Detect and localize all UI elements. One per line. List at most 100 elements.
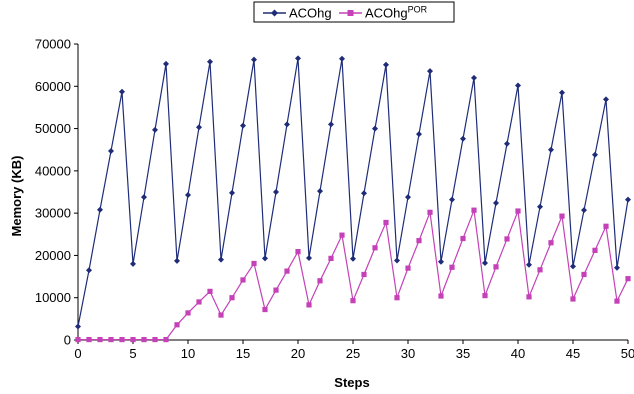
legend-label-series-2-base: ACOhg [365,6,408,21]
series-1-point [603,96,609,103]
series-1-point [416,131,422,138]
series-1-point [460,135,466,142]
series-1-point [163,60,169,67]
series-2-point [449,264,455,270]
series-2-point [581,271,587,278]
series-2-point [394,295,400,301]
series-1-point [97,206,103,213]
series-1 [75,55,631,330]
legend-label-series-2: ACOhgPOR [365,5,428,21]
series-1-point [240,122,246,129]
series-2-point [251,260,257,267]
series-2-point [350,298,356,304]
series-1-point [493,199,499,206]
series-1-point [86,267,92,274]
series-2-point [163,336,169,343]
series-2-point [317,278,323,284]
y-tick-label: 60000 [35,79,71,94]
series-2-point [537,267,543,273]
series-2-point [504,236,510,242]
x-tick-label: 25 [346,346,360,361]
series-1-point [152,126,158,133]
series-1-point [361,190,367,197]
series-2-point [383,219,389,226]
y-axis-title: Memory (KB) [9,156,24,237]
legend-marker-series-2 [347,10,354,16]
series-2-point [295,249,301,255]
series-2-point [75,336,81,343]
series-1-point [339,55,345,62]
y-tick-label: 40000 [35,163,71,178]
legend-box [253,1,455,23]
series-1-point [350,255,356,262]
series-2-point [273,287,279,293]
series-2-point [438,293,444,299]
series-2-point [625,276,631,282]
x-tick-label: 5 [129,346,136,361]
series-1-point [559,89,565,96]
series-1-point [328,121,334,128]
series-1-point [141,194,147,201]
series-1-point [207,58,213,65]
series-2-point [284,268,290,274]
series-1-point [471,74,477,81]
series-2-point [174,322,180,328]
series-2-point [559,213,565,219]
series-2-point [207,288,213,294]
series-2-point [108,336,114,343]
series-2-point [427,209,433,215]
series-2-point [515,208,521,214]
series-1-point [218,256,224,263]
series-2-point [86,336,92,343]
series-2-point [416,238,422,244]
series-1-point [306,254,312,261]
series-1-point [438,258,444,265]
series-2-point [185,310,191,316]
series-2-point [471,207,477,213]
series-2-point [372,245,378,251]
series-1-point [537,203,543,210]
legend-label-series-2-superscript: POR [408,5,428,15]
series-layer [75,55,631,343]
series-1-point [185,191,191,198]
y-tick-label: 0 [64,333,71,348]
series-2-point [592,247,598,253]
series-2-point [240,277,246,283]
series-2-point [328,255,334,261]
series-1-point [273,189,279,195]
y-tick-label: 50000 [35,121,71,136]
series-2-point [614,298,620,304]
x-tick-label: 45 [566,346,580,361]
series-1-point [75,323,81,330]
series-1-point [592,151,598,158]
y-tick-label: 10000 [35,290,71,305]
series-1-point [383,61,389,68]
series-1-line [77,57,629,327]
series-2-point [526,294,532,300]
series-1-point [229,189,235,196]
series-1-point [449,196,455,203]
x-tick-label: 50 [621,346,634,361]
series-2-point [152,336,158,343]
series-2-line [78,209,629,341]
series-2 [75,207,631,343]
series-2-point [218,312,224,318]
series-1-point [317,188,323,195]
series-2-point [482,293,488,299]
series-2-point [196,299,202,305]
series-2-point [229,295,235,301]
series-2-point [460,235,466,242]
series-1-point [372,125,378,132]
x-tick-label: 10 [181,346,195,361]
series-2-point [262,306,268,313]
series-1-point [174,257,180,264]
y-tick-label: 20000 [35,248,71,263]
series-1-point [570,263,576,270]
series-2-point [603,223,609,229]
x-tick-label: 15 [236,346,250,361]
series-1-point [482,260,488,267]
series-2-point [130,336,136,343]
series-1-point [130,260,136,267]
